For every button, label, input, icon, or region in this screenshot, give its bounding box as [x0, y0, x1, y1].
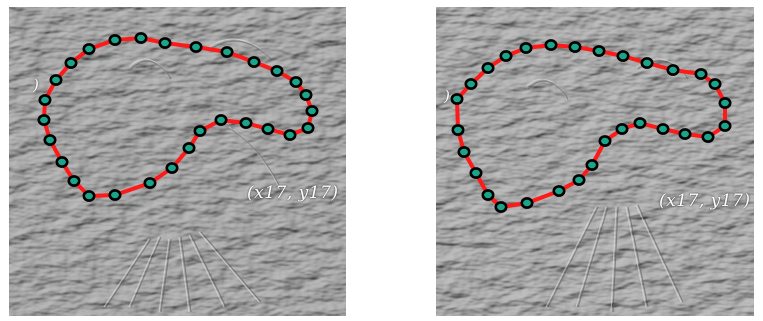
left-contour-point [158, 37, 172, 49]
left-contour-point [82, 43, 96, 55]
right-image-panel: ) (x17, y17) [436, 7, 754, 316]
left-contour-point [261, 123, 275, 135]
left-contour-point [283, 129, 297, 141]
left-edge-mark: ) [33, 76, 39, 94]
right-contour-point [519, 42, 533, 54]
right-contour-point [544, 39, 558, 51]
right-contour-point [469, 167, 483, 179]
right-contour-point [592, 45, 606, 57]
left-contour-point [82, 190, 96, 202]
right-contour-point [568, 41, 582, 53]
right-contour-point [616, 50, 630, 62]
left-contour-point [214, 114, 228, 126]
right-contour-point [701, 131, 715, 143]
left-contour-point [305, 105, 319, 117]
right-contour-point [494, 201, 508, 213]
left-contour-point [134, 32, 148, 44]
left-contour-point [64, 57, 78, 69]
left-contour-point [193, 125, 207, 137]
right-contour-point [451, 124, 465, 136]
left-point-label: (x17, y17) [247, 183, 339, 203]
left-contour-point [108, 34, 122, 46]
right-contour-point [615, 123, 629, 135]
left-contour-point [301, 122, 315, 134]
right-contour-point [718, 97, 732, 109]
right-point-label: (x17, y17) [659, 191, 751, 211]
left-contour-point [239, 117, 253, 129]
right-edge-mark: ) [444, 87, 450, 105]
right-contour-point [481, 62, 495, 74]
left-contour-point [108, 189, 122, 201]
left-contour-point [299, 89, 313, 101]
left-contour-point [55, 156, 69, 168]
right-contour-points [450, 39, 732, 213]
right-contour-point [598, 135, 612, 147]
left-embossed-image [9, 7, 346, 316]
right-contour-point [464, 78, 478, 90]
left-contour-point [67, 175, 81, 187]
left-contour-point [165, 162, 179, 174]
left-contour-point [143, 177, 157, 189]
right-contour-point [678, 128, 692, 140]
right-contour-point [457, 146, 471, 158]
right-contour-point [585, 159, 599, 171]
right-contour-point [552, 185, 566, 197]
right-contour-point [640, 57, 654, 69]
right-embossed-image [436, 7, 754, 316]
right-contour-point [694, 68, 708, 80]
right-contour-point [718, 120, 732, 132]
right-contour-point [633, 117, 647, 129]
left-contour-point [247, 56, 261, 68]
left-contour-point [289, 76, 303, 88]
left-contour-point [37, 114, 51, 126]
left-contour-point [189, 41, 203, 53]
right-contour-point [572, 174, 586, 186]
right-contour-point [520, 197, 534, 209]
right-contour-point [481, 189, 495, 201]
right-contour-point [499, 50, 513, 62]
left-image-panel: ) (x17, y17) [9, 7, 346, 316]
left-contour-point [220, 46, 234, 58]
right-contour-point [666, 64, 680, 76]
right-contour-point [450, 93, 464, 105]
left-contour-point [49, 74, 63, 86]
right-contour-point [708, 78, 722, 90]
right-contour-point [656, 123, 670, 135]
left-contour-point [38, 94, 52, 106]
left-contour-points [37, 32, 319, 202]
left-contour-point [43, 134, 57, 146]
left-contour-point [182, 142, 196, 154]
left-contour-point [270, 65, 284, 77]
